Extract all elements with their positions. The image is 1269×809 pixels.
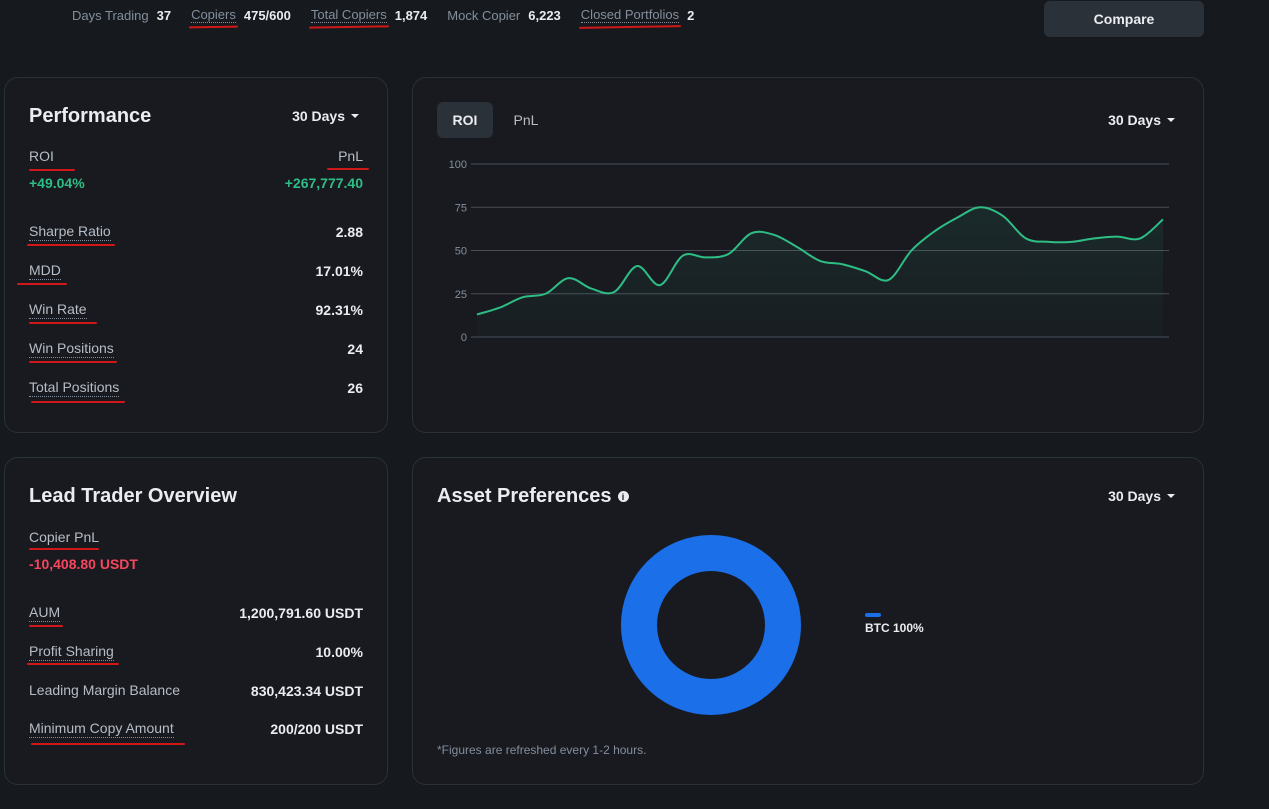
caret-down-icon [351,114,359,118]
roi-pnl-labels: ROI PnL [29,148,363,165]
leading-margin-balance-label: Leading Margin Balance [29,682,180,698]
overview-row: AUM 1,200,791.60 USDT [29,604,363,622]
stat-label[interactable]: Closed Portfolios [580,7,680,23]
red-underline [327,168,369,170]
red-underline [29,625,63,627]
metric-row: MDD 17.01% [29,262,363,280]
overview-row: Leading Margin Balance 830,423.34 USDT [29,682,363,699]
red-underline [31,401,125,403]
performance-card: Performance 30 Days ROI PnL +49.04% +267… [4,77,388,433]
roi-pnl-values: +49.04% +267,777.40 [29,175,363,191]
y-tick-label: 75 [455,202,467,214]
stat-label: Days Trading [72,7,149,23]
roi-label[interactable]: ROI [29,148,54,164]
y-tick-label: 25 [455,289,467,301]
btc-legend-swatch [865,613,881,617]
win-rate-label[interactable]: Win Rate [29,301,87,319]
stats-bar: Days Trading 37 Copiers 475/600 Total Co… [72,7,714,23]
stat-value: 6,223 [528,7,561,23]
copier-pnl-label[interactable]: Copier PnL [29,529,100,545]
stat-value: 37 [156,7,172,23]
copier-pnl-value-row: -10,408.80 USDT [29,556,363,572]
red-underline [27,663,119,665]
performance-title: Performance [29,105,152,127]
stat-days-trading: Days Trading 37 [72,8,171,23]
btc-donut-slice[interactable] [621,535,801,715]
overview-row: Minimum Copy Amount 200/200 USDT [29,720,363,738]
stat-label[interactable]: Total Copiers [310,7,387,23]
stat-label[interactable]: Copiers [191,7,236,23]
tab-pnl[interactable]: PnL [513,112,539,128]
red-underline [29,322,97,324]
stat-value: 475/600 [243,7,291,23]
overview-row: Profit Sharing 10.00% [29,643,363,661]
stat-mock-copier: Mock Copier 6,223 [447,8,561,23]
roi-series-line [476,206,1164,316]
asset-period-dropdown[interactable]: 30 Days [1108,488,1175,504]
caret-down-icon [1167,118,1175,122]
roi-area-fill [477,207,1163,337]
caret-down-icon [1167,494,1175,498]
metric-row: Sharpe Ratio 2.88 [29,223,363,241]
y-tick-label: 50 [455,246,467,258]
compare-button[interactable]: Compare [1044,1,1204,37]
win-positions-value: 24 [347,341,363,357]
roi-chart-card: ROI PnL 30 Days 100 75 50 25 0 [412,77,1204,433]
aum-value: 1,200,791.60 USDT [239,605,363,621]
stat-total-copiers: Total Copiers 1,874 [310,7,428,23]
tab-roi[interactable]: ROI [437,102,493,138]
roi-line-chart: 100 75 50 25 0 [449,159,1169,344]
stat-value: 1,874 [394,7,428,23]
metric-row: Win Rate 92.31% [29,301,363,319]
total-positions-label[interactable]: Total Positions [29,379,120,397]
copier-pnl-row: Copier PnL [29,529,363,546]
asset-legend: BTC 100% [865,613,924,635]
roi-value: +49.04% [29,175,85,191]
red-underline [17,283,67,285]
chart-period-dropdown[interactable]: 30 Days [1108,112,1175,128]
red-underline [29,361,117,363]
total-positions-value: 26 [347,380,363,396]
stat-label: Mock Copier [447,7,521,23]
lead-trader-overview-card: Lead Trader Overview Copier PnL -10,408.… [4,457,388,785]
performance-period-dropdown[interactable]: 30 Days [292,108,359,124]
y-tick-label: 0 [461,332,467,344]
win-rate-value: 92.31% [315,302,363,318]
red-underline [29,548,99,550]
copier-pnl-value: -10,408.80 USDT [29,556,138,572]
period-label: 30 Days [1108,112,1161,128]
lead-overview-title: Lead Trader Overview [29,485,237,507]
profit-sharing-label[interactable]: Profit Sharing [29,643,114,661]
leading-margin-balance-value: 830,423.34 USDT [250,682,363,699]
asset-preferences-title-wrap: Asset Preferences i [437,485,629,508]
stat-value: 2 [687,7,695,23]
asset-donut-chart [621,535,801,715]
info-icon[interactable]: i [617,491,629,503]
profit-sharing-value: 10.00% [315,644,363,660]
pnl-value: +267,777.40 [284,175,363,191]
asset-preferences-card: Asset Preferences i 30 Days BTC 100% *Fig… [412,457,1204,785]
refresh-footnote: *Figures are refreshed every 1-2 hours. [437,743,647,757]
metric-row: Total Positions 26 [29,379,363,397]
period-label: 30 Days [1108,488,1161,504]
aum-label[interactable]: AUM [29,604,61,622]
red-underline [27,244,115,246]
minimum-copy-amount-value: 200/200 USDT [270,721,363,737]
metric-row: Win Positions 24 [29,340,363,358]
y-tick-label: 100 [449,159,467,171]
red-underline [31,743,185,745]
win-positions-label[interactable]: Win Positions [29,340,114,358]
mdd-label[interactable]: MDD [29,262,61,280]
btc-legend-label: BTC 100% [865,621,924,635]
minimum-copy-amount-label[interactable]: Minimum Copy Amount [29,720,174,738]
pnl-label[interactable]: PnL [338,148,363,164]
red-underline [29,169,75,171]
stat-closed-portfolios: Closed Portfolios 2 [580,7,695,23]
asset-preferences-title: Asset Preferences [437,485,612,507]
sharpe-ratio-label[interactable]: Sharpe Ratio [29,223,111,241]
period-label: 30 Days [292,108,345,124]
stat-copiers: Copiers 475/600 [191,7,291,23]
mdd-value: 17.01% [315,263,363,279]
sharpe-ratio-value: 2.88 [335,224,363,240]
